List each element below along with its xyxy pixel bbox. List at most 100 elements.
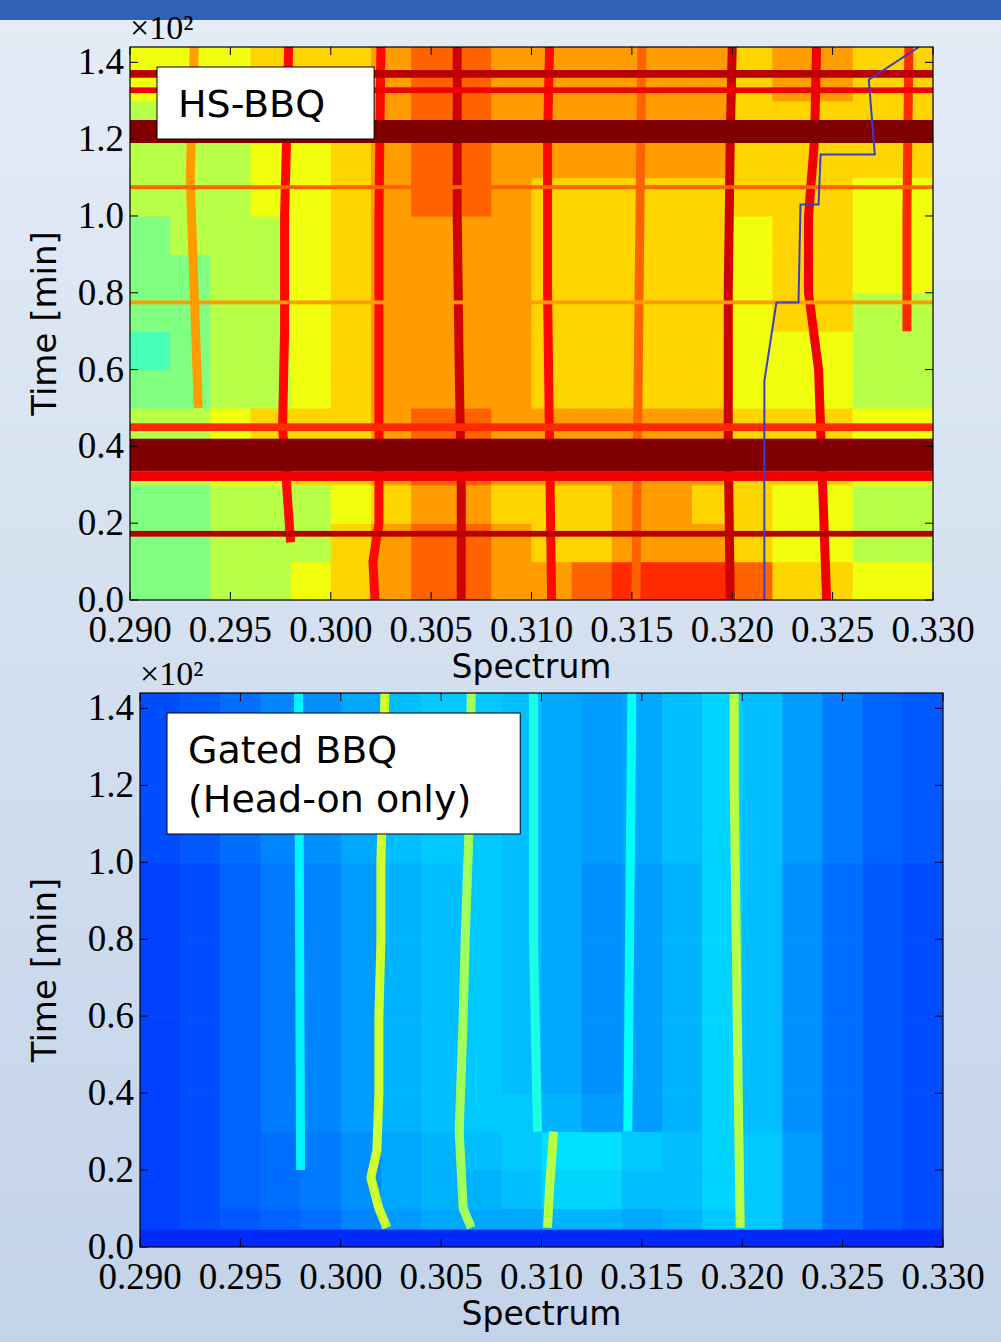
heatmap-cell — [572, 62, 613, 101]
y-tick — [925, 523, 933, 524]
heatmap-cell — [572, 47, 613, 63]
time-band — [130, 423, 933, 431]
heatmap-cell — [572, 178, 613, 217]
heatmap-cell — [260, 1170, 301, 1209]
heatmap-cell — [652, 139, 693, 178]
heatmap-cell — [893, 293, 933, 332]
heatmap-cell — [782, 747, 823, 786]
heatmap-cell — [341, 862, 382, 901]
y-tick — [935, 785, 943, 786]
heatmap-cell — [210, 216, 251, 255]
heatmap-cell — [853, 293, 894, 332]
heatmap-cell — [662, 785, 703, 824]
heatmap-cell — [260, 939, 301, 978]
heatmap-cell — [260, 978, 301, 1017]
heatmap-cell — [180, 1055, 221, 1094]
heatmap-cell — [572, 485, 613, 524]
heatmap-cell — [461, 1093, 502, 1132]
heatmap-cell — [863, 708, 904, 747]
heatmap-cell — [220, 1170, 261, 1209]
heatmap-cell — [652, 293, 693, 332]
heatmap-cell — [652, 216, 693, 255]
heatmap-cell — [612, 254, 653, 293]
annotation-text: HS-BBQ — [178, 82, 325, 126]
heatmap-cell — [421, 1016, 462, 1055]
heatmap-cell — [742, 1170, 783, 1209]
heatmap-cell — [732, 62, 773, 101]
x-tick — [230, 47, 231, 55]
heatmap-cell — [220, 862, 261, 901]
heatmap-cell — [542, 978, 583, 1017]
heatmap-cell — [893, 485, 933, 524]
y-tick-label: 0.4 — [88, 1072, 134, 1113]
heatmap-cell — [421, 901, 462, 940]
x-tick — [631, 592, 632, 600]
x-tick — [140, 693, 141, 701]
heatmap-cell — [903, 747, 943, 786]
heatmap-cell — [612, 216, 653, 255]
heatmap-cell — [853, 370, 894, 409]
heatmap-cell — [291, 139, 332, 178]
heatmap-cell — [381, 1055, 422, 1094]
heatmap-cell — [291, 254, 332, 293]
x-tick-label: 0.300 — [299, 1256, 382, 1297]
heatmap-cell — [823, 901, 864, 940]
x-tick-label: 0.325 — [791, 609, 874, 650]
heatmap-cell — [542, 747, 583, 786]
heatmap-cell — [491, 254, 532, 293]
heatmap-cell — [823, 824, 864, 863]
heatmap-cell — [341, 939, 382, 978]
heatmap-cell — [250, 523, 291, 562]
heatmap-cell — [381, 862, 422, 901]
heatmap-cell — [893, 523, 933, 562]
heatmap-cell — [341, 901, 382, 940]
heatmap-cell — [291, 562, 332, 600]
x-tick — [240, 1239, 241, 1247]
heatmap-cell — [170, 523, 211, 562]
heatmap-cell — [331, 331, 372, 370]
heatmap-cell — [331, 216, 372, 255]
heatmap-cell — [582, 824, 623, 863]
y-tick — [130, 215, 138, 216]
heatmap-cell — [813, 254, 854, 293]
heatmap-cell — [180, 1132, 221, 1171]
heatmap-cell — [411, 370, 452, 409]
heatmap-cell — [742, 901, 783, 940]
heatmap-cell — [491, 370, 532, 409]
heatmap-cell — [381, 1016, 422, 1055]
heatmap-cell — [652, 485, 693, 524]
heatmap-cell — [220, 1093, 261, 1132]
plot-frame — [140, 693, 943, 1247]
y-tick — [935, 862, 943, 863]
x-tick-label: 0.320 — [691, 609, 774, 650]
heatmap-cell — [170, 370, 211, 409]
x-tick — [330, 592, 331, 600]
heatmap-cell — [863, 747, 904, 786]
heatmap-cell — [652, 254, 693, 293]
heatmap-cell — [823, 747, 864, 786]
heatmap-cell — [501, 1170, 542, 1209]
heatmap-cell — [260, 1016, 301, 1055]
y-tick — [140, 1247, 148, 1248]
heatmap-cell — [331, 523, 372, 562]
heatmap-cell — [612, 331, 653, 370]
heatmap-cell — [582, 747, 623, 786]
heatmap-cell — [210, 562, 251, 600]
heatmap-cell — [130, 216, 171, 255]
heatmap-cell — [582, 939, 623, 978]
heatmap-cell — [692, 47, 733, 63]
y-tick — [925, 446, 933, 447]
heatmap-cell — [782, 1132, 823, 1171]
heatmap-cell — [582, 693, 623, 709]
heatmap-cell — [893, 216, 933, 255]
heatmap-cell — [542, 708, 583, 747]
y-tick — [130, 139, 138, 140]
heatmap-cell — [421, 939, 462, 978]
heatmap-cell — [863, 1055, 904, 1094]
time-band — [130, 439, 933, 472]
heatmap-cell — [301, 693, 342, 709]
y-tick — [925, 292, 933, 293]
heatmap-cell — [411, 485, 452, 524]
heatmap-cell — [742, 1132, 783, 1171]
heatmap-cell — [662, 1132, 703, 1171]
